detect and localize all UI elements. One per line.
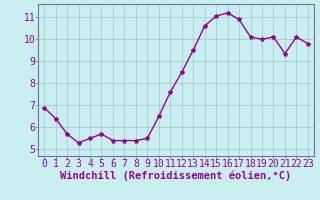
X-axis label: Windchill (Refroidissement éolien,°C): Windchill (Refroidissement éolien,°C) — [60, 170, 292, 181]
